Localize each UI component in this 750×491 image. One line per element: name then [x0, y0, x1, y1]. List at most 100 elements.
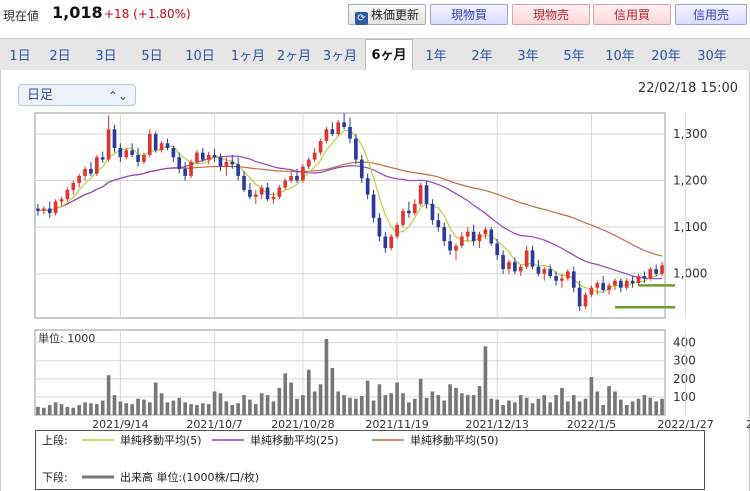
- volume-bar: [136, 398, 140, 415]
- tab-period-7[interactable]: 3ヶ月: [322, 49, 358, 64]
- tab-period-0[interactable]: 1日: [9, 49, 31, 64]
- margin-buy-button[interactable]: 信用買: [593, 4, 671, 25]
- volume-bar: [165, 402, 170, 415]
- candle-body: [660, 265, 664, 274]
- legend-item-label: 単純移動平均(5): [120, 433, 202, 447]
- tab-period-13[interactable]: 10年: [605, 49, 635, 64]
- volume-bar: [566, 401, 570, 415]
- volume-bar: [206, 404, 211, 415]
- volume-bar: [359, 396, 364, 415]
- volume-bar: [283, 373, 288, 415]
- tab-period-14[interactable]: 20年: [651, 49, 681, 64]
- tab-period-6[interactable]: 2ヶ月: [276, 49, 312, 64]
- candle-body: [624, 280, 629, 288]
- quote-bar: 現在値 1,018 +18 (+1.80%) ⟳ 株価更新 現物買 現物売 信用買…: [0, 0, 750, 32]
- candle-body: [71, 182, 76, 190]
- tab-period-3[interactable]: 5日: [141, 49, 163, 64]
- spot-sell-button[interactable]: 現物売: [512, 4, 590, 25]
- candle-body: [566, 271, 570, 279]
- candle-body: [642, 276, 647, 279]
- tab-period-10[interactable]: 2年: [471, 49, 493, 64]
- spot-buy-button[interactable]: 現物買: [430, 4, 508, 25]
- legend-lower-label: 下段:: [42, 470, 68, 484]
- tab-period-4[interactable]: 10日: [185, 49, 215, 64]
- volume-bar: [371, 400, 376, 415]
- volume-bar: [242, 395, 246, 415]
- candle-body: [83, 168, 87, 176]
- candle-body: [560, 278, 564, 281]
- refresh-icon: ⟳: [354, 12, 368, 25]
- volume-bar: [218, 393, 223, 415]
- candle-body: [530, 250, 535, 267]
- volume-bar: [577, 401, 582, 415]
- candle-body: [47, 208, 52, 214]
- volume-bar: [236, 403, 240, 415]
- interval-selector[interactable]: 日足 ⌃⌄: [18, 84, 136, 106]
- volume-bar: [100, 400, 105, 415]
- candle-body: [301, 166, 305, 181]
- volume-bar: [571, 395, 576, 415]
- volume-bar: [489, 398, 494, 415]
- candle-body: [259, 187, 264, 195]
- tab-period-12[interactable]: 5年: [563, 49, 585, 64]
- tab-period-5[interactable]: 1ヶ月: [230, 49, 266, 64]
- tab-period-2[interactable]: 3日: [95, 49, 117, 64]
- candle-body: [654, 269, 658, 274]
- candle-body: [483, 229, 488, 235]
- volume-bar: [212, 391, 217, 415]
- candle-body: [183, 168, 187, 176]
- candle-body: [601, 283, 606, 291]
- candle-body: [583, 294, 588, 307]
- candle-body: [142, 154, 146, 162]
- volume-bar: [354, 398, 358, 415]
- chevron-updown-icon: ⌃⌄: [107, 89, 128, 103]
- tab-period-1[interactable]: 2日: [49, 49, 71, 64]
- candle-body: [395, 224, 399, 237]
- volume-bar: [636, 398, 641, 415]
- volume-bar: [454, 387, 458, 415]
- volume-tick-label: 100: [673, 390, 696, 404]
- volume-bar: [124, 403, 129, 415]
- volume-bar: [365, 380, 370, 415]
- candle-body: [106, 129, 111, 160]
- volume-bar: [312, 391, 317, 415]
- tab-period-8[interactable]: 6ヶ月: [365, 39, 413, 73]
- tab-period-15[interactable]: 30年: [697, 49, 727, 64]
- tab-period-11[interactable]: 3年: [517, 49, 539, 64]
- candle-body: [595, 283, 600, 288]
- volume-bar: [224, 401, 229, 415]
- candle-body: [454, 245, 458, 251]
- refresh-price-button[interactable]: ⟳ 株価更新: [348, 4, 426, 25]
- legend-graphic: 上段: 単純移動平均(5) 単純移動平均(25) 単純移動平均(50) 下段: 出来高 単…: [42, 433, 499, 484]
- candle-body: [548, 269, 553, 277]
- chart-legend: 上段: 単純移動平均(5) 単純移動平均(25) 単純移動平均(50) 下段: 出来高 単…: [35, 430, 705, 490]
- volume-tick-label: 300: [673, 354, 696, 368]
- candle-body: [153, 133, 158, 151]
- volume-bar: [47, 405, 52, 415]
- refresh-price-label: 株価更新: [370, 8, 419, 22]
- volume-bar: [253, 404, 258, 415]
- volume-bar: [130, 404, 134, 415]
- volume-bar: [336, 391, 341, 415]
- volume-bar: [624, 405, 629, 415]
- candle-body: [630, 280, 635, 284]
- candle-body: [336, 122, 341, 134]
- volume-bar: [89, 403, 93, 415]
- candle-body: [607, 285, 611, 291]
- volume-bar: [277, 387, 282, 415]
- legend-upper-label: 上段:: [42, 433, 68, 447]
- volume-bar: [412, 398, 417, 415]
- volume-bar: [53, 402, 58, 415]
- volume-bar: [630, 401, 635, 415]
- volume-bar: [430, 391, 435, 415]
- candle-body: [212, 154, 217, 158]
- tab-period-9[interactable]: 1年: [425, 49, 447, 64]
- candle-body: [295, 175, 299, 181]
- candle-body: [318, 140, 323, 153]
- candle-body: [330, 129, 335, 134]
- margin-sell-button[interactable]: 信用売: [675, 4, 747, 25]
- volume-bar: [424, 397, 429, 415]
- candle-body: [613, 280, 617, 286]
- volume-bar: [524, 397, 529, 415]
